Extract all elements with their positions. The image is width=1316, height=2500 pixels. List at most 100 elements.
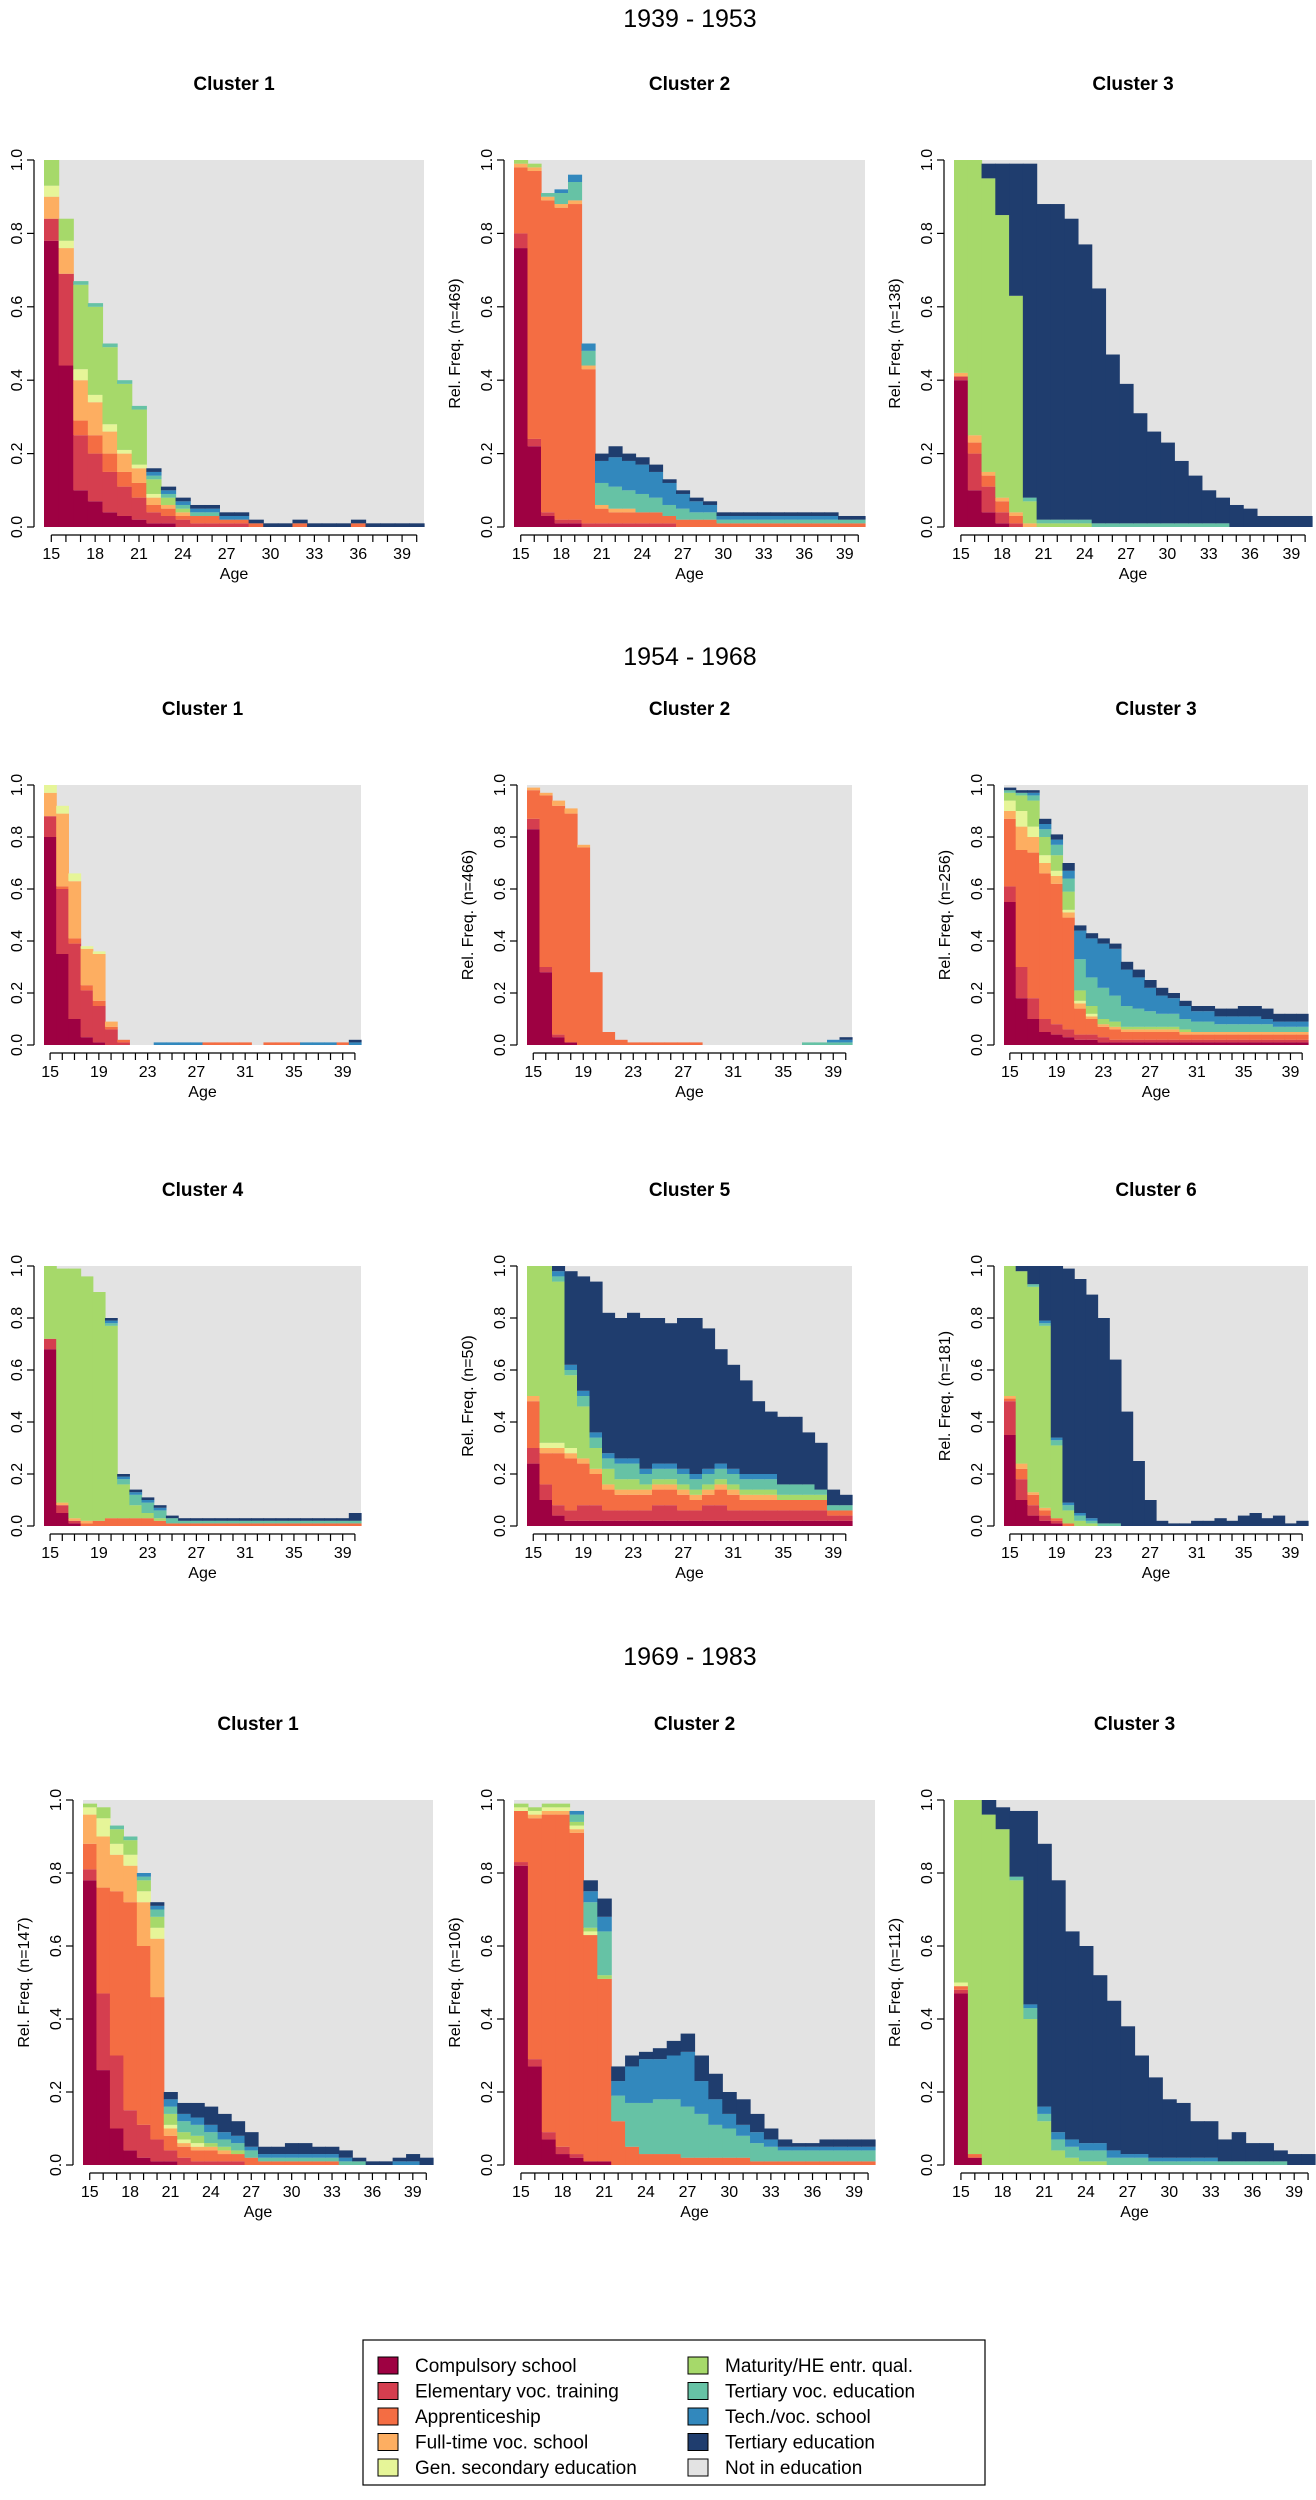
- bar-segment-elementary-voc-training-age-25: [217, 2161, 232, 2165]
- bar-segment-apprenticeship-age-32: [1202, 1034, 1216, 1040]
- bar-segment-compulsory-school-age-17: [552, 1515, 566, 1526]
- bar-segment-tertiary-voc-education-age-33: [1203, 2161, 1219, 2165]
- bar-segment-tech-voc-school-age-38: [824, 515, 839, 520]
- bar-segment-tertiary-voc-education-age-37: [802, 1484, 816, 1495]
- bar-segment-maturity-he-entr-qual-age-24: [1078, 2161, 1094, 2165]
- bar-segment-gen-secondary-education-age-19: [102, 424, 118, 432]
- bar-segment-tertiary-voc-education-age-23: [1097, 987, 1110, 1019]
- bar-segment-compulsory-school-age-21: [163, 2161, 178, 2165]
- bar-segment-full-time-voc-school-age-32: [739, 1494, 753, 1500]
- bar-segment-full-time-voc-school-age-18: [564, 808, 578, 814]
- bar-segment-apprenticeship-age-28: [689, 519, 704, 527]
- bar-segment-apprenticeship-age-38: [1272, 1034, 1286, 1040]
- bar-segment-tech-voc-school-age-24: [635, 464, 650, 494]
- legend-swatch-compulsory-school: [377, 2356, 399, 2375]
- bar-segment-apprenticeship-age-34: [777, 2161, 793, 2165]
- bar-segment-compulsory-school-age-34: [1226, 1042, 1239, 1045]
- y-tick-label: 0.0: [969, 1515, 986, 1537]
- y-tick-label: 0.4: [492, 930, 509, 952]
- panel-1939-1953-cluster-3: Cluster 3 0.0 0.2 0.4 0.6 0.8 1.0 Rel. Freq. (n…: [887, 74, 1313, 583]
- bar-segment-tertiary-voc-education-age-24: [1078, 2150, 1094, 2162]
- bar-segment-elementary-voc-training-age-26: [1132, 1039, 1145, 1043]
- bar-segment-tertiary-education-age-31: [1174, 460, 1189, 524]
- bar-segment-compulsory-school-age-18: [564, 1520, 578, 1526]
- bar-segment-tertiary-voc-education-age-38: [1273, 2161, 1288, 2165]
- bar-segment-tech-voc-school-age-25: [652, 1463, 666, 1469]
- panel-1969-1983-cluster-2: Cluster 2 0.0 0.2 0.4 0.6 0.8 1.0 Rel. Freq. (n…: [447, 1714, 876, 2221]
- bar-segment-tech-voc-school-age-24: [175, 501, 191, 505]
- panel-1954-1968-cluster-3: Cluster 3 0.0 0.2 0.4 0.6 0.8 1.0 Rel. Freq. (n…: [937, 699, 1309, 1101]
- bar-segment-elementary-voc-training-age-30: [714, 1505, 728, 1521]
- bar-segment-tech-voc-school-age-33: [1214, 1016, 1227, 1025]
- x-tick-label: 19: [574, 1064, 592, 1081]
- x-tick-label: 27: [674, 546, 692, 563]
- bar-segment-compulsory-school-age-32: [739, 1520, 753, 1526]
- bar-segment-tech-voc-school-age-22: [129, 1492, 143, 1495]
- bar-segment-compulsory-school-age-17: [1027, 1019, 1040, 1045]
- bar-segment-tertiary-voc-education-age-26: [664, 1468, 678, 1480]
- bar-segment-tech-voc-school-age-27: [1144, 987, 1157, 1012]
- x-tick-label: 35: [1235, 1064, 1253, 1081]
- bar-segment-elementary-voc-training-age-34: [1226, 1039, 1239, 1043]
- bar-segment-tertiary-education-age-22: [146, 468, 162, 472]
- x-tick-label: 39: [334, 1064, 352, 1081]
- bar-segment-gen-secondary-education-age-20: [1062, 909, 1075, 913]
- bar-segment-elementary-voc-training-age-30: [1179, 1039, 1192, 1043]
- bar-segment-tertiary-education-age-23: [1064, 218, 1079, 520]
- bar-segment-tech-voc-school-age-21: [602, 1453, 616, 1459]
- bar-segment-elementary-voc-training-age-16: [527, 2059, 543, 2067]
- bar-segment-tertiary-education-age-31: [736, 2099, 751, 2125]
- bar-segment-tertiary-education-age-37: [1256, 515, 1272, 527]
- bar-segment-maturity-he-entr-qual-age-19: [1009, 295, 1024, 513]
- bar-segment-tertiary-voc-education-age-19: [1050, 844, 1064, 856]
- bar-segment-compulsory-school-age-24: [639, 1520, 653, 1526]
- bar-segment-compulsory-school-age-25: [652, 1520, 666, 1526]
- bar-segment-tertiary-education-age-24: [153, 1505, 167, 1508]
- y-tick-label: 0.4: [969, 1411, 986, 1433]
- bar-segment-tech-voc-school-age-21: [1074, 1513, 1087, 1516]
- bar-segment-elementary-voc-training-age-31: [727, 1510, 741, 1521]
- bar-segment-tertiary-education-age-26: [204, 504, 220, 509]
- bar-segment-tech-voc-school-age-36: [805, 2146, 821, 2151]
- bar-segment-tertiary-education-age-22: [608, 446, 623, 458]
- bar-segment-tech-voc-school-age-29: [702, 1468, 716, 1474]
- y-tick-label: 1.0: [969, 774, 986, 796]
- bar-segment-gen-secondary-education-age-20: [117, 449, 133, 454]
- bar-segment-tech-voc-school-age-27: [680, 2051, 696, 2107]
- bar-segment-apprenticeship-age-22: [611, 2121, 626, 2165]
- bar-segment-tertiary-education-age-28: [1156, 1520, 1169, 1526]
- x-tick-label: 30: [720, 2184, 738, 2201]
- x-tick-label: 30: [714, 546, 732, 563]
- legend-swatch-not-in-education: [687, 2458, 709, 2477]
- bar-segment-elementary-voc-training-age-17: [1027, 998, 1040, 1019]
- bar-segment-compulsory-school-age-19: [136, 2157, 151, 2165]
- bar-segment-full-time-voc-school-age-27: [1144, 1029, 1157, 1032]
- bar-segment-tertiary-education-age-27: [677, 1318, 691, 1469]
- bar-segment-maturity-he-entr-qual-age-21: [1074, 990, 1087, 1001]
- bar-segment-maturity-he-entr-qual-age-22: [1050, 523, 1065, 527]
- bar-segment-tertiary-education-age-29: [214, 1518, 228, 1521]
- bar-segment-full-time-voc-school-age-21: [602, 1484, 616, 1490]
- bar-segment-tertiary-voc-education-age-40: [839, 1042, 853, 1045]
- x-tick-label: 39: [1282, 1064, 1300, 1081]
- bar-segment-apprenticeship-age-28: [202, 1523, 216, 1526]
- bar-segment-elementary-voc-training-age-15: [527, 1448, 541, 1464]
- bar-segment-tertiary-education-age-18: [1039, 1266, 1052, 1321]
- x-tick-label: 27: [674, 1545, 692, 1562]
- bar-segment-tertiary-education-age-36: [789, 1416, 803, 1485]
- bar-segment-tertiary-voc-education-age-33: [763, 2146, 779, 2162]
- bar-segment-elementary-voc-training-age-15: [1004, 1401, 1017, 1435]
- y-tick-label: 0.6: [9, 296, 26, 318]
- bar-segment-tech-voc-school-age-32: [311, 2154, 326, 2158]
- bar-segment-full-time-voc-school-age-22: [608, 508, 623, 513]
- bar-segment-tertiary-education-age-37: [819, 2139, 834, 2147]
- bar-segment-tertiary-voc-education-age-34: [764, 1479, 778, 1490]
- bar-segment-tertiary-voc-education-age-18: [123, 1836, 138, 1841]
- bar-segment-tertiary-education-age-39: [838, 515, 853, 520]
- bar-segment-apprenticeship-age-31: [298, 2161, 313, 2165]
- y-tick-label: 1.0: [919, 149, 936, 171]
- bar-segment-full-time-voc-school-age-18: [564, 1453, 578, 1459]
- bar-segment-tertiary-voc-education-age-20: [1062, 878, 1075, 892]
- bar-segment-tertiary-voc-education-age-25: [652, 2099, 668, 2155]
